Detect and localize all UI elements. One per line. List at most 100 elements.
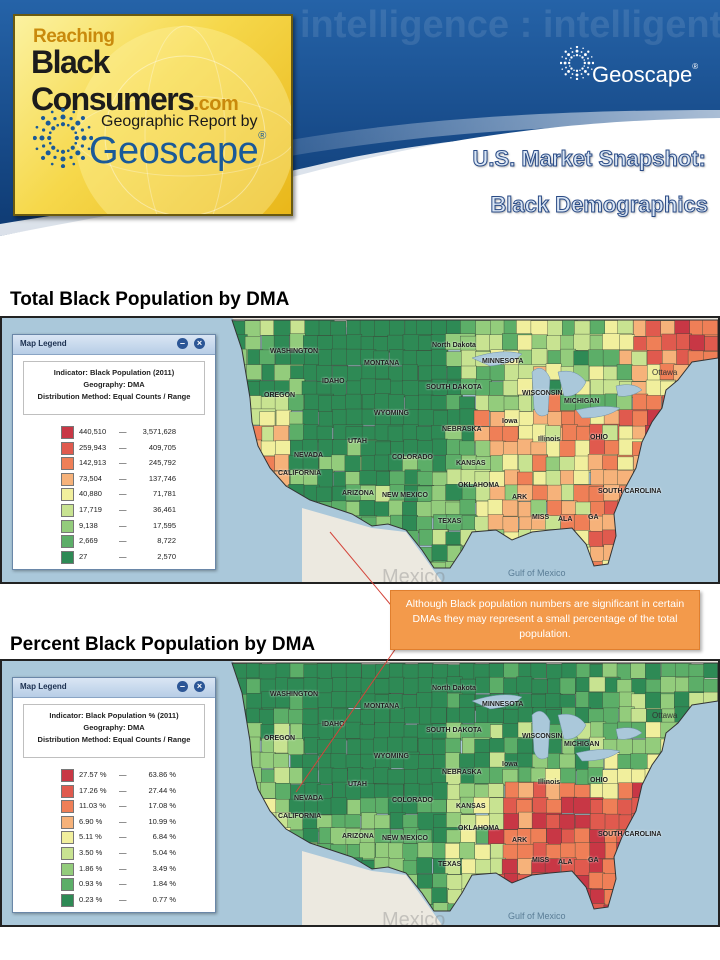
state-label-south-carolina: SOUTH CAROLINA	[598, 831, 662, 838]
close-icon[interactable]: ×	[194, 681, 205, 692]
legend-min: 40,880	[79, 489, 102, 499]
dma-region	[531, 334, 548, 352]
dma-region	[260, 782, 277, 799]
dma-region	[261, 842, 278, 860]
snapshot-title: U.S. Market Snapshot:	[472, 146, 706, 172]
state-label-texas: TEXAS	[438, 861, 462, 868]
dma-region	[259, 752, 276, 769]
dma-region	[447, 545, 463, 562]
dma-region	[689, 501, 706, 519]
dma-region	[360, 797, 376, 815]
dma-region	[646, 455, 662, 473]
legend-max: 5.04 %	[152, 847, 176, 857]
dma-region	[245, 889, 262, 906]
dma-region	[246, 364, 262, 381]
dma-region	[273, 766, 290, 784]
dma-region	[247, 826, 278, 844]
dma-region	[389, 722, 406, 740]
dma-region	[646, 904, 677, 911]
legend-min: 5.11 %	[79, 832, 102, 842]
dma-region	[690, 873, 706, 906]
state-label-new-mexico: NEW MEXICO	[382, 492, 428, 499]
state-label-new-mexico: NEW MEXICO	[382, 835, 428, 842]
dma-region	[675, 783, 706, 800]
dma-region	[404, 707, 420, 724]
dma-region	[618, 859, 634, 891]
legend-min: 259,943	[79, 442, 107, 452]
legend-swatch	[61, 519, 74, 533]
dma-region	[488, 529, 505, 546]
dma-region	[559, 753, 576, 771]
state-label-north-dakota: North Dakota	[432, 342, 476, 349]
dma-region	[232, 396, 249, 413]
dma-region	[688, 829, 705, 846]
legend-min: 11.03 %	[79, 801, 106, 811]
state-label-montana: MONTANA	[364, 703, 400, 710]
dma-region	[645, 721, 662, 739]
dma-region	[261, 812, 277, 829]
legend-min: 27	[79, 551, 88, 561]
great-lake	[575, 749, 621, 762]
dma-region	[388, 842, 405, 860]
dma-region	[659, 561, 690, 568]
dma-region	[560, 889, 576, 907]
dma-region	[274, 529, 291, 546]
dma-region	[688, 737, 705, 769]
close-icon[interactable]: ×	[194, 338, 205, 349]
percent-population-map[interactable]: MONTANA North Dakota SOUTH DAKOTA MINNESOTA…	[0, 659, 720, 927]
state-label-illinois: Illinois	[538, 436, 561, 443]
dma-region	[460, 546, 477, 564]
dma-region	[674, 530, 690, 548]
dma-region	[288, 394, 304, 411]
legend-title-bar: Map Legend – ×	[13, 335, 215, 355]
minimize-icon[interactable]: –	[177, 338, 188, 349]
mexico-label: Mexico	[382, 909, 446, 927]
legend-min: 0.23 %	[79, 894, 103, 904]
callout-note: Although Black population numbers are si…	[390, 590, 700, 650]
dma-region	[275, 515, 292, 548]
dma-region	[518, 811, 535, 829]
dma-region	[474, 844, 491, 861]
dma-region	[416, 692, 433, 710]
map-legend-window: Map Legend – × Indicator: Black Population …	[12, 677, 216, 913]
dma-region	[246, 678, 263, 696]
snapshot-subtitle: Black Demographics	[490, 192, 709, 218]
dma-region	[232, 783, 249, 816]
geoscape-brand: Geoscape®	[592, 62, 698, 88]
dma-region	[660, 693, 677, 711]
dma-region	[703, 799, 718, 816]
dma-region	[576, 561, 593, 568]
dma-region	[275, 409, 292, 427]
state-label-wisconsin: WISCONSIN	[522, 733, 563, 740]
dma-region	[689, 784, 706, 802]
dma-region	[232, 471, 248, 488]
dma-region	[232, 857, 248, 875]
dma-region	[232, 545, 249, 562]
dma-region	[588, 872, 605, 889]
dma-region	[704, 738, 718, 755]
dma-region	[459, 753, 475, 770]
dma-region	[617, 768, 634, 785]
dma-region	[547, 531, 578, 549]
dma-region	[630, 663, 647, 679]
dma-region	[631, 797, 648, 815]
dma-region	[259, 531, 276, 548]
dma-region	[332, 677, 349, 694]
dma-region	[617, 499, 634, 517]
state-label-south-dakota: SOUTH DAKOTA	[426, 727, 482, 734]
dma-region	[659, 798, 676, 831]
dma-region	[702, 890, 718, 907]
dma-region	[475, 334, 492, 352]
legend-method: Distribution Method: Equal Counts / Rang…	[37, 735, 191, 744]
dma-region	[559, 677, 576, 695]
legend-swatch	[61, 426, 74, 439]
legend-swatch	[61, 472, 74, 486]
geoscape-registered-mark: ®	[692, 62, 699, 71]
minimize-icon[interactable]: –	[177, 681, 188, 692]
dma-region	[431, 485, 448, 502]
dma-region	[247, 499, 263, 517]
legend-swatch	[61, 535, 74, 549]
dma-region	[674, 559, 705, 568]
total-population-map[interactable]: MONTANA North Dakota SOUTH DAKOTA MINNESOTA…	[0, 316, 720, 584]
dma-region	[260, 798, 277, 816]
